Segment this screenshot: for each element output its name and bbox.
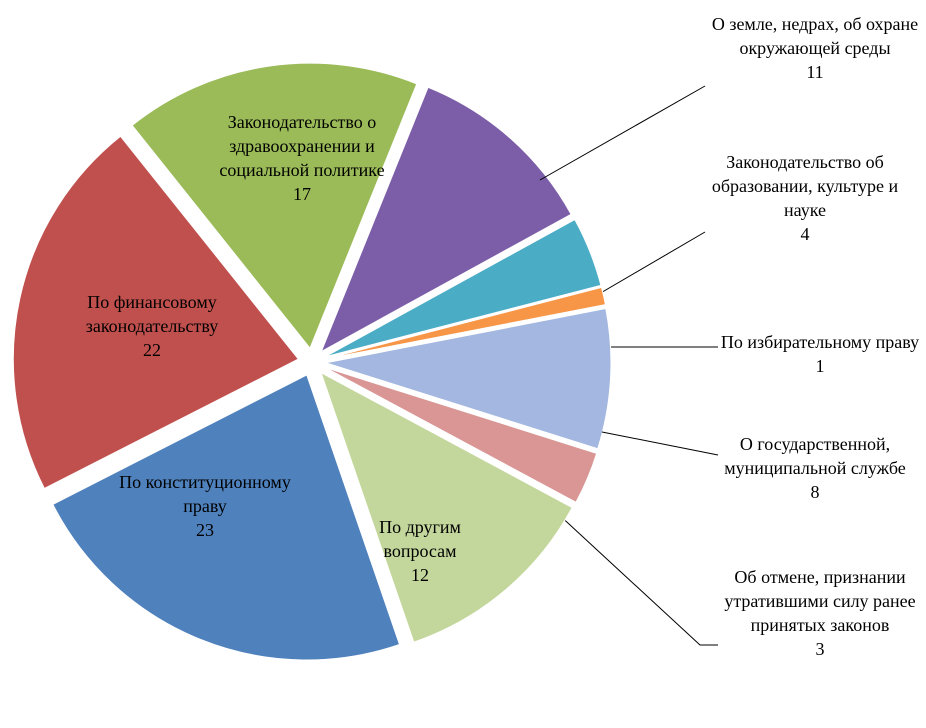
slice-name: По финансовому законодательству <box>85 292 219 336</box>
pie-slice <box>131 62 418 350</box>
slice-name: По избирательному праву <box>720 332 920 352</box>
slice-label: По финансовому законодательству 22 <box>47 290 257 362</box>
slice-label: О земле, недрах, об охране окружающей ср… <box>695 12 926 84</box>
slice-value: 8 <box>810 482 820 502</box>
slice-label: Законодательство о здравоохранении и соц… <box>187 110 417 206</box>
slice-name: Об отмене, признании утратившими силу ра… <box>724 567 916 635</box>
pie-slice <box>325 286 607 360</box>
leader-line <box>601 431 719 456</box>
slice-value: 11 <box>806 62 824 82</box>
slice-value: 23 <box>196 520 214 540</box>
slice-value: 3 <box>815 639 825 659</box>
pie-slice <box>324 218 602 358</box>
slice-label: По избирательному праву 1 <box>715 330 925 378</box>
slice-value: 1 <box>815 356 825 376</box>
slice-label: По другим вопросам 12 <box>345 515 495 587</box>
slice-label: О государственной, муниципальной службе 8 <box>715 432 915 504</box>
pie-slice <box>320 86 572 353</box>
slice-name: По другим вопросам <box>379 517 461 561</box>
slice-value: 12 <box>411 565 429 585</box>
slice-label: По конституционному праву 23 <box>100 470 310 542</box>
pie-slice <box>324 366 598 503</box>
slice-label: Об отмене, признании утратившими силу ра… <box>710 565 926 661</box>
slice-value: 4 <box>800 224 810 244</box>
leader-line <box>539 85 706 181</box>
slice-name: По конституционному праву <box>119 472 291 516</box>
pie-slice <box>325 307 612 450</box>
leader-line <box>555 511 718 646</box>
slice-value: 22 <box>143 340 161 360</box>
slice-name: О государственной, муниципальной службе <box>724 434 906 478</box>
pie-slice <box>320 371 573 643</box>
pie-slice <box>52 374 401 661</box>
slice-value: 17 <box>293 184 311 204</box>
pie-slice <box>12 135 300 490</box>
slice-name: Законодательство об образовании, культур… <box>711 152 899 220</box>
slice-name: О земле, недрах, об охране окружающей ср… <box>711 14 919 58</box>
slice-label: Законодательство об образовании, культур… <box>705 150 905 246</box>
slice-name: Законодательство о здравоохранении и соц… <box>219 112 385 180</box>
